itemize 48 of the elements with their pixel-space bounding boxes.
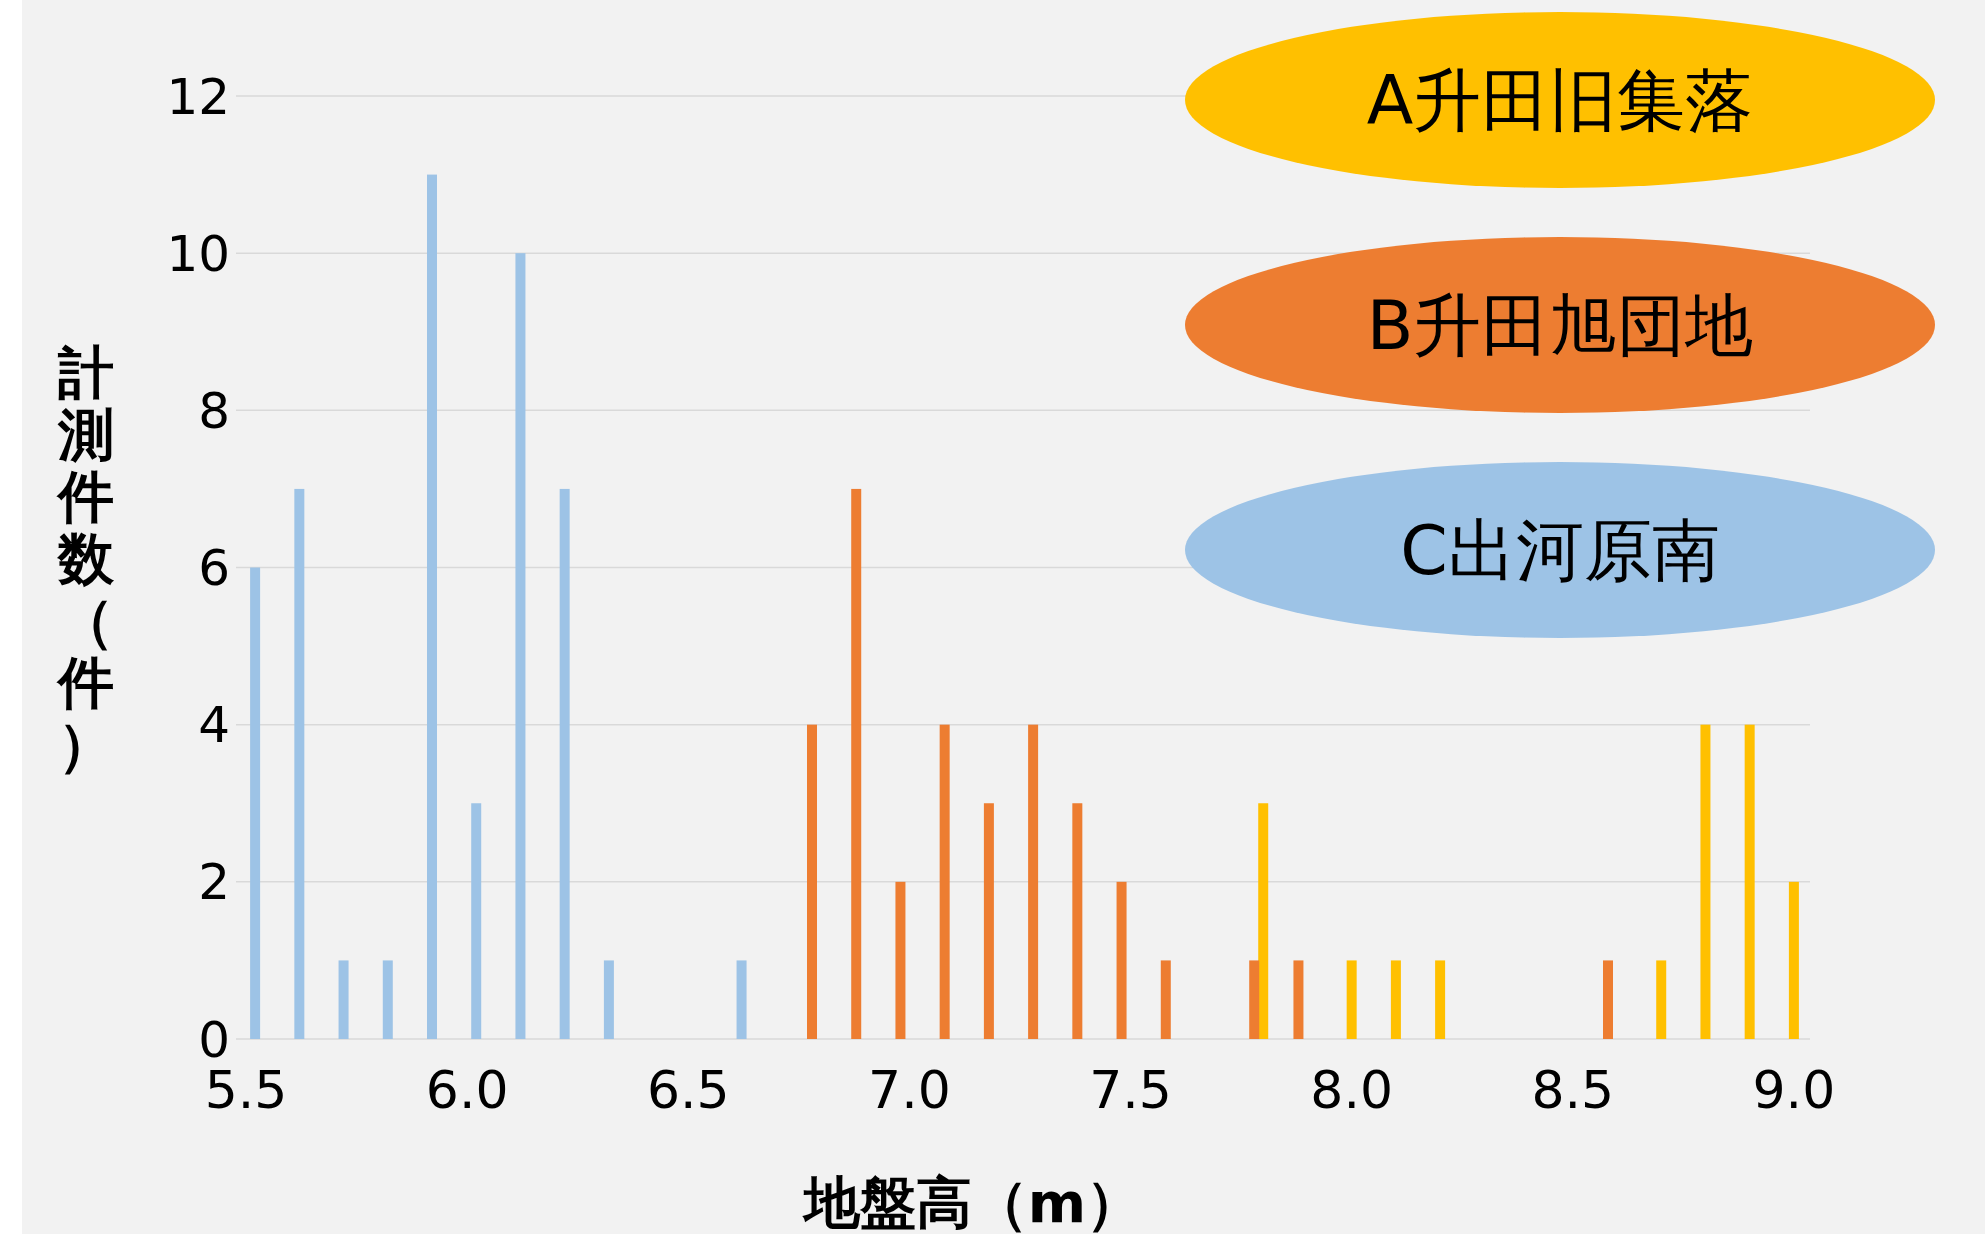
bar	[559, 488, 570, 1039]
bar	[1603, 960, 1613, 1039]
y-tick-label: 12	[166, 67, 230, 126]
bar	[1160, 960, 1171, 1039]
bar	[294, 488, 305, 1039]
bar	[939, 724, 950, 1039]
bar	[1293, 960, 1304, 1039]
x-tick-label: 6.0	[425, 1060, 509, 1120]
bar	[807, 724, 817, 1039]
bar	[1390, 960, 1401, 1039]
bar	[851, 488, 862, 1039]
bar	[1028, 724, 1039, 1039]
bar	[471, 803, 482, 1039]
y-tick-label: 2	[198, 853, 230, 912]
bar	[1072, 803, 1083, 1039]
bar	[1435, 960, 1446, 1039]
bar	[250, 567, 261, 1039]
bar	[515, 253, 526, 1039]
bar	[1346, 960, 1357, 1039]
bar	[983, 803, 994, 1039]
x-tick-label: 7.5	[1089, 1060, 1172, 1120]
x-tick-label: 7.0	[868, 1060, 951, 1120]
bar	[1788, 881, 1799, 1039]
text: A升田旧集落	[1366, 60, 1754, 140]
bar	[427, 174, 437, 1039]
y-axis-title: 計測件数（件）	[56, 340, 115, 778]
bar	[603, 960, 614, 1039]
bar	[338, 960, 349, 1039]
bar	[895, 881, 906, 1039]
text: C出河原南	[1400, 510, 1720, 590]
y-tick-label: 8	[198, 381, 230, 440]
bar	[382, 960, 393, 1039]
x-tick-label: 8.5	[1531, 1060, 1615, 1120]
x-tick-label: 8.0	[1310, 1060, 1394, 1120]
bar	[1700, 724, 1711, 1039]
bar	[1744, 724, 1755, 1039]
y-tick-label: 4	[198, 696, 230, 755]
y-tick-label: 6	[198, 539, 230, 597]
x-tick-label: 6.5	[646, 1060, 730, 1120]
bar	[1249, 960, 1260, 1039]
y-tick-label: 10	[166, 224, 230, 283]
bar	[736, 960, 747, 1039]
x-axis-title: 地盤高（m）	[801, 1170, 1143, 1234]
bar	[1258, 803, 1269, 1039]
bar	[1116, 881, 1127, 1039]
x-tick-label: 9.0	[1752, 1060, 1836, 1120]
bar	[1656, 960, 1667, 1039]
text: B升田旭団地	[1366, 285, 1754, 365]
